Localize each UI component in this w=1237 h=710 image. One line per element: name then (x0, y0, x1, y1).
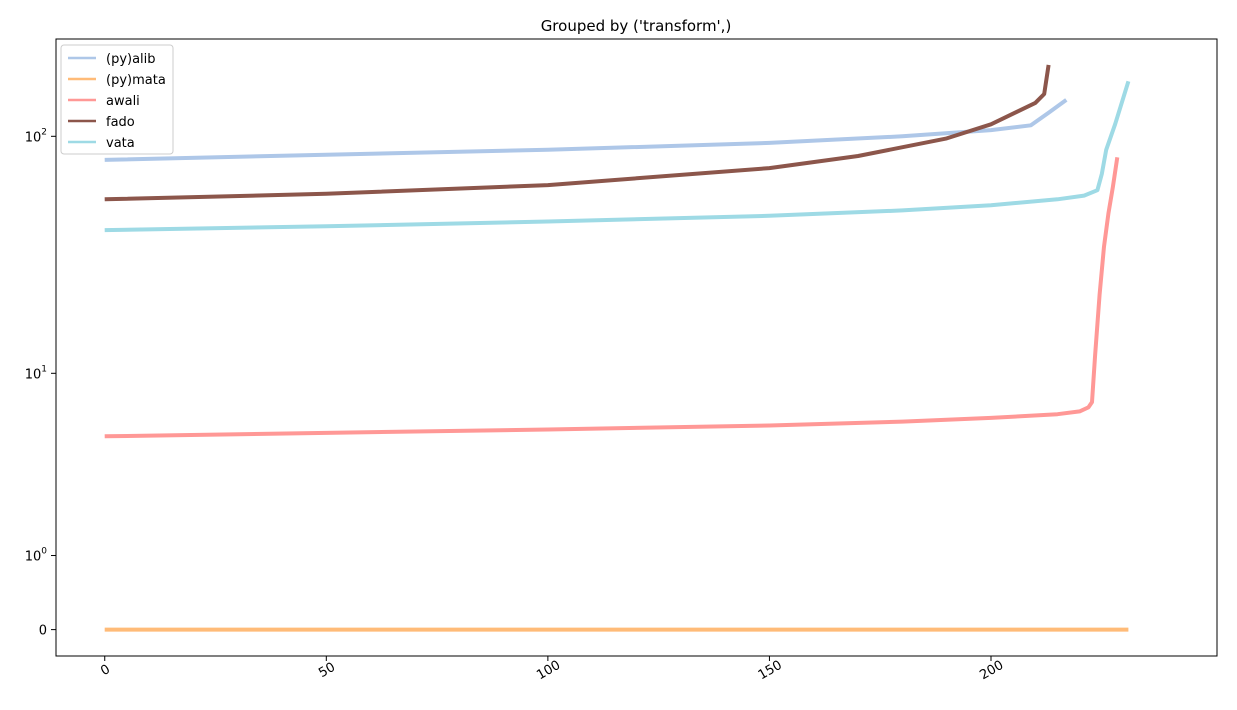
legend-label: (py)mata (106, 73, 166, 88)
series-layer (104, 64, 1131, 632)
series-line-2 (104, 157, 1120, 439)
y-axis: 0 100 101 102 (25, 127, 56, 639)
legend-box (60, 44, 174, 155)
plot-frame (55, 38, 1218, 657)
legend-label: awali (106, 94, 140, 109)
legend-label: vata (106, 136, 135, 151)
series-line-0 (104, 98, 1068, 162)
legend-label: fado (106, 115, 135, 130)
legend: (py)alib (py)mata awali fado vata (60, 44, 174, 155)
y-tick-label: 102 (25, 127, 47, 145)
y-tick-label: 100 (25, 547, 48, 565)
x-tick-label: 50 (316, 660, 338, 681)
chart-title: Grouped by ('transform',) (541, 17, 732, 35)
y-tick-label: 101 (25, 364, 47, 382)
series-line-3 (104, 64, 1051, 202)
series-line-4 (104, 80, 1131, 233)
y-tick-label: 0 (39, 624, 47, 639)
legend-label: (py)alib (106, 52, 156, 67)
